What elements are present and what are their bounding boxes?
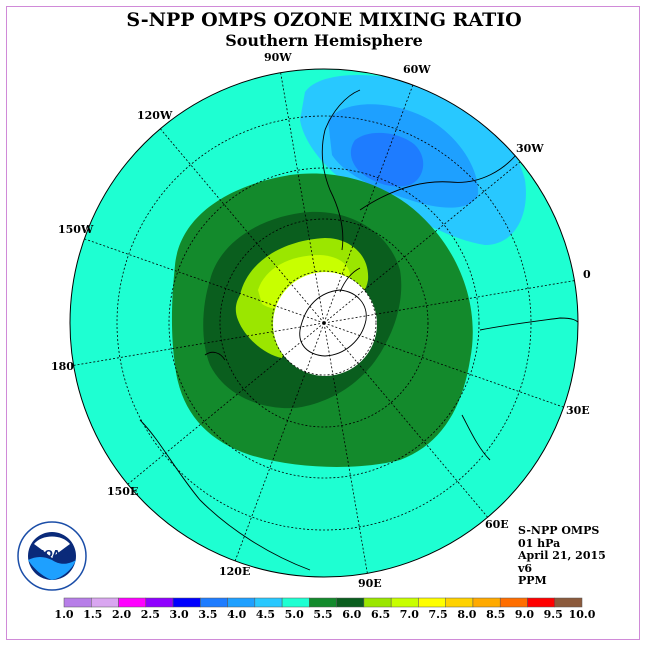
colorbar-label: 5.5 <box>313 608 332 621</box>
lon-label-60e: 60E <box>485 518 509 531</box>
colorbar-label: 4.0 <box>227 608 246 621</box>
colorbar-label: 9.0 <box>515 608 534 621</box>
info-version: v6 <box>518 561 533 575</box>
info-panel: S-NPP OMPS 01 hPa April 21, 2015 v6 PPM <box>518 524 606 588</box>
colorbar-swatch <box>281 597 310 608</box>
colorbar-swatch <box>145 597 174 608</box>
colorbar-swatch <box>254 597 283 608</box>
south-america-coast <box>321 89 361 251</box>
colorbar-label: 8.0 <box>457 608 476 621</box>
colorbar-swatch <box>472 597 501 608</box>
colorbar-swatch <box>527 597 555 608</box>
noaa-logo-text: NOAA <box>36 549 68 560</box>
colorbar-label: 6.5 <box>371 608 390 621</box>
colorbar-swatch <box>554 597 583 608</box>
colorbar-swatch <box>499 597 528 608</box>
ozone-region-3p5 <box>350 132 424 187</box>
colorbar: 1.0 1.5 2.0 2.5 3.0 3.5 4.0 4.5 5.0 5.5 6.0 6.5 7.0 7… <box>54 597 596 621</box>
info-instrument: S-NPP OMPS <box>518 524 600 537</box>
map-subtitle: Southern Hemisphere <box>225 31 423 50</box>
colorbar-label: 3.0 <box>170 608 189 621</box>
info-date: April 21, 2015 <box>518 549 606 562</box>
lon-label-180: 180 <box>51 360 74 373</box>
colorbar-swatch <box>63 597 92 608</box>
colorbar-swatch <box>227 597 256 608</box>
colorbar-swatch <box>200 597 228 608</box>
south-america-east-coast <box>359 149 521 211</box>
lon-label-120w: 120W <box>137 109 173 122</box>
noaa-logo: NOAA <box>17 521 87 591</box>
lon-label-0: 0 <box>583 268 591 281</box>
colorbar-label: 1.5 <box>83 608 102 621</box>
africa-coast <box>479 317 578 331</box>
colorbar-label: 5.0 <box>285 608 304 621</box>
colorbar-swatch <box>91 597 119 608</box>
colorbar-label: 9.5 <box>544 608 563 621</box>
madagascar <box>461 414 491 461</box>
colorbar-label: 2.0 <box>112 608 131 621</box>
colorbar-swatch <box>418 597 446 608</box>
colorbar-swatch <box>172 597 201 608</box>
colorbar-swatch <box>390 597 419 608</box>
colorbar-label: 4.5 <box>256 608 275 621</box>
info-units: PPM <box>518 574 547 587</box>
map-title: S-NPP OMPS OZONE MIXING RATIO <box>126 9 522 31</box>
antarctic-peninsula <box>339 267 361 293</box>
colorbar-label: 1.0 <box>54 608 73 621</box>
colorbar-label: 10.0 <box>569 608 596 621</box>
lon-label-60w: 60W <box>403 63 431 76</box>
lon-label-150e: 150E <box>107 485 138 498</box>
colorbar-swatch <box>309 597 337 608</box>
coastlines <box>139 89 578 571</box>
colorbar-label: 3.5 <box>198 608 217 621</box>
colorbar-label: 6.0 <box>342 608 361 621</box>
colorbar-label: 7.0 <box>400 608 419 621</box>
graticule <box>70 69 578 577</box>
lon-label-90w: 90W <box>264 51 292 64</box>
colorbar-swatch <box>363 597 392 608</box>
colorbar-swatch <box>445 597 474 608</box>
lon-label-120e: 120E <box>219 565 250 578</box>
lon-label-30w: 30W <box>516 142 544 155</box>
colorbar-swatch <box>336 597 365 608</box>
new-zealand <box>204 351 226 361</box>
map-disk <box>70 69 578 577</box>
colorbar-label: 7.5 <box>429 608 448 621</box>
lon-label-30e: 30E <box>566 404 590 417</box>
colorbar-swatch <box>118 597 147 608</box>
colorbar-label: 2.5 <box>141 608 160 621</box>
colorbar-label: 8.5 <box>486 608 505 621</box>
australia-coast <box>139 419 311 571</box>
lon-label-150w: 150W <box>58 223 94 236</box>
lon-label-90e: 90E <box>358 577 382 590</box>
info-level: 01 hPa <box>518 536 561 550</box>
map-outline <box>69 68 579 578</box>
frame-border <box>6 6 640 640</box>
